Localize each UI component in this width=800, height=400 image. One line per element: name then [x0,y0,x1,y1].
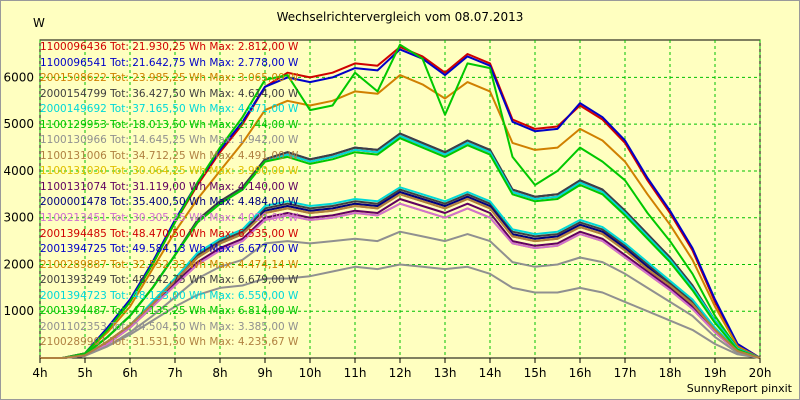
y-tick-label: 2000 [3,257,34,271]
series-line-11 [40,202,761,359]
y-tick-label: 4000 [3,164,34,178]
x-tick-label: 5h [77,366,92,380]
legend-entry-12: 2001394485 Tot: 48.470,50 Wh Max: 6.535,… [40,227,299,240]
legend-entry-9: 1100131074 Tot: 31.119,00 Wh Max: 4.140,… [40,180,299,193]
legend-entry-14: 2100289887 Tot: 32.552,33 Wh Max: 4.474,… [40,258,299,271]
x-tick-label: 4h [32,366,47,380]
y-tick-label: 3000 [3,211,34,225]
y-tick-label: 1000 [3,304,34,318]
legend-entry-18: 2001102353 Tot: 24.504,50 Wh Max: 3.385,… [40,320,299,333]
chart-title: Wechselrichtervergleich vom 08.07.2013 [276,10,524,24]
series-lines [40,43,761,359]
legend-entry-13: 2001394725 Tot: 49.584,13 Wh Max: 6.677,… [40,243,299,256]
x-tick-label: 16h [569,366,592,380]
legend-entry-6: 1100130966 Tot: 14.645,25 Wh Max: 1.942,… [40,134,299,147]
y-tick-label: 5000 [3,117,34,131]
legend-entry-15: 2001393249 Tot: 48.242,75 Wh Max: 6.679,… [40,274,299,287]
footer-credit: SunnyReport pinxit [686,382,792,395]
x-tick-label: 19h [704,366,727,380]
x-tick-label: 8h [212,366,227,380]
x-tick-label: 10h [299,366,322,380]
y-axis-unit: W [33,16,45,30]
x-tick-label: 13h [434,366,457,380]
x-tick-label: 7h [167,366,182,380]
legend-entry-11: 1100213451 Tot: 30.305,25 Wh Max: 4.020,… [40,212,299,225]
legend-entry-17: 2001394487 Tot: 47.135,25 Wh Max: 6.814,… [40,305,299,318]
legend-entry-10: 2000001478 Tot: 35.400,50 Wh Max: 4.484,… [40,196,299,209]
x-tick-label: 14h [479,366,502,380]
series-line-19 [40,193,761,359]
legend-entry-3: 2000154799 Tot: 36.427,50 Wh Max: 4.614,… [40,87,299,100]
legend-entry-4: 2000149692 Tot: 37.165,50 Wh Max: 4.671,… [40,103,299,116]
x-tick-label: 18h [659,366,682,380]
legend-entry-5: 1100129953 Tot: 18.013,50 Wh Max: 2.744,… [40,118,299,131]
legend-entry-0: 1100096436 Tot: 21.930,25 Wh Max: 2.812,… [40,41,299,53]
x-tick-label: 15h [524,366,547,380]
legend-entry-8: 1100131030 Tot: 30.064,25 Wh Max: 3.990,… [40,165,299,178]
x-tick-label: 11h [344,366,367,380]
series-line-6 [40,263,761,359]
legend-entry-2: 2001508622 Tot: 23.985,25 Wh Max: 3.065,… [40,72,299,85]
series-line-1 [40,48,761,359]
series-line-18 [40,230,761,359]
x-tick-label: 9h [257,366,272,380]
x-tick-label: 17h [614,366,637,380]
series-line-2 [40,74,761,359]
axes: 4h 5h 6h 7h 8h 9h 10h 11h 12h 13h 14h 15h 16h 17h 18h 1… [3,70,771,380]
series-line-5 [40,43,761,359]
x-tick-label: 6h [122,366,137,380]
legend-entry-7: 1100131006 Tot: 34.712,25 Wh Max: 4.491,… [40,149,299,162]
legend: 1100096436 Tot: 21.930,25 Wh Max: 2.812,… [40,40,298,351]
x-tick-label: 12h [389,366,412,380]
x-tick-label: 20h [749,366,772,380]
y-tick-label: 6000 [3,70,34,84]
legend-entry-16: 2001394723 Tot: 48.133,00 Wh Max: 6.550,… [40,289,299,302]
series-line-4 [40,186,761,359]
legend-entry-19: 2100289901 Tot: 31.531,50 Wh Max: 4.235,… [40,336,299,349]
series-line-17 [40,137,761,359]
legend-entry-1: 1100096541 Tot: 21.642,75 Wh Max: 2.778,… [40,56,299,69]
